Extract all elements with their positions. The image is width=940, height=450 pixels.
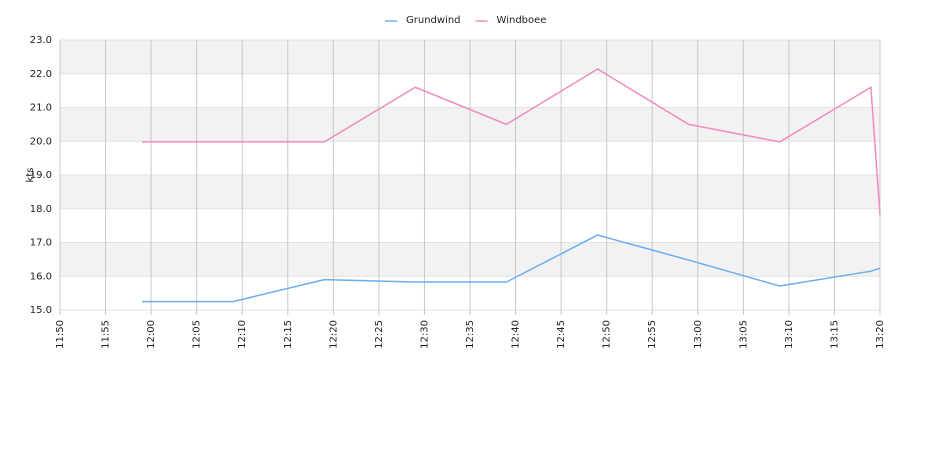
y-tick-label: 23.0: [30, 35, 52, 46]
x-tick-label: 12:15: [283, 320, 294, 349]
x-tick-label: 13:00: [693, 320, 704, 349]
x-tick-label: 12:00: [146, 320, 157, 349]
x-tick-label: 11:50: [55, 320, 66, 349]
x-tick-label: 12:10: [237, 320, 248, 349]
y-tick-label: 15.0: [30, 305, 52, 316]
x-tick-label: 13:05: [738, 320, 749, 349]
y-axis-label: kts: [25, 168, 36, 183]
series-line: [142, 234, 881, 303]
x-tick-label: 12:50: [602, 320, 613, 349]
y-tick-label: 20.0: [30, 136, 52, 147]
x-tick-label: 12:20: [328, 320, 339, 349]
x-tick-label: 12:25: [374, 320, 385, 349]
series-line: [142, 68, 881, 216]
y-tick-label: 19.0: [30, 170, 52, 181]
y-tick-label: 22.0: [30, 69, 52, 80]
x-tick-label: 12:40: [511, 320, 522, 349]
x-tick-label: 12:30: [419, 320, 430, 349]
x-tick-label: 11:55: [101, 320, 112, 349]
x-tick-label: 13:15: [829, 320, 840, 349]
legend-label: Windboee: [497, 15, 547, 26]
x-tick-label: 12:45: [556, 320, 567, 349]
legend-label: Grundwind: [406, 15, 461, 26]
y-tick-label: 18.0: [30, 204, 52, 215]
x-tick-label: 12:35: [465, 320, 476, 349]
y-tick-label: 21.0: [30, 103, 52, 114]
x-tick-label: 12:55: [647, 320, 658, 349]
x-tick-label: 12:05: [192, 320, 203, 349]
y-tick-label: 17.0: [30, 238, 52, 249]
x-tick-label: 13:10: [784, 320, 795, 349]
y-tick-label: 16.0: [30, 271, 52, 282]
x-tick-label: 13:20: [875, 320, 886, 349]
